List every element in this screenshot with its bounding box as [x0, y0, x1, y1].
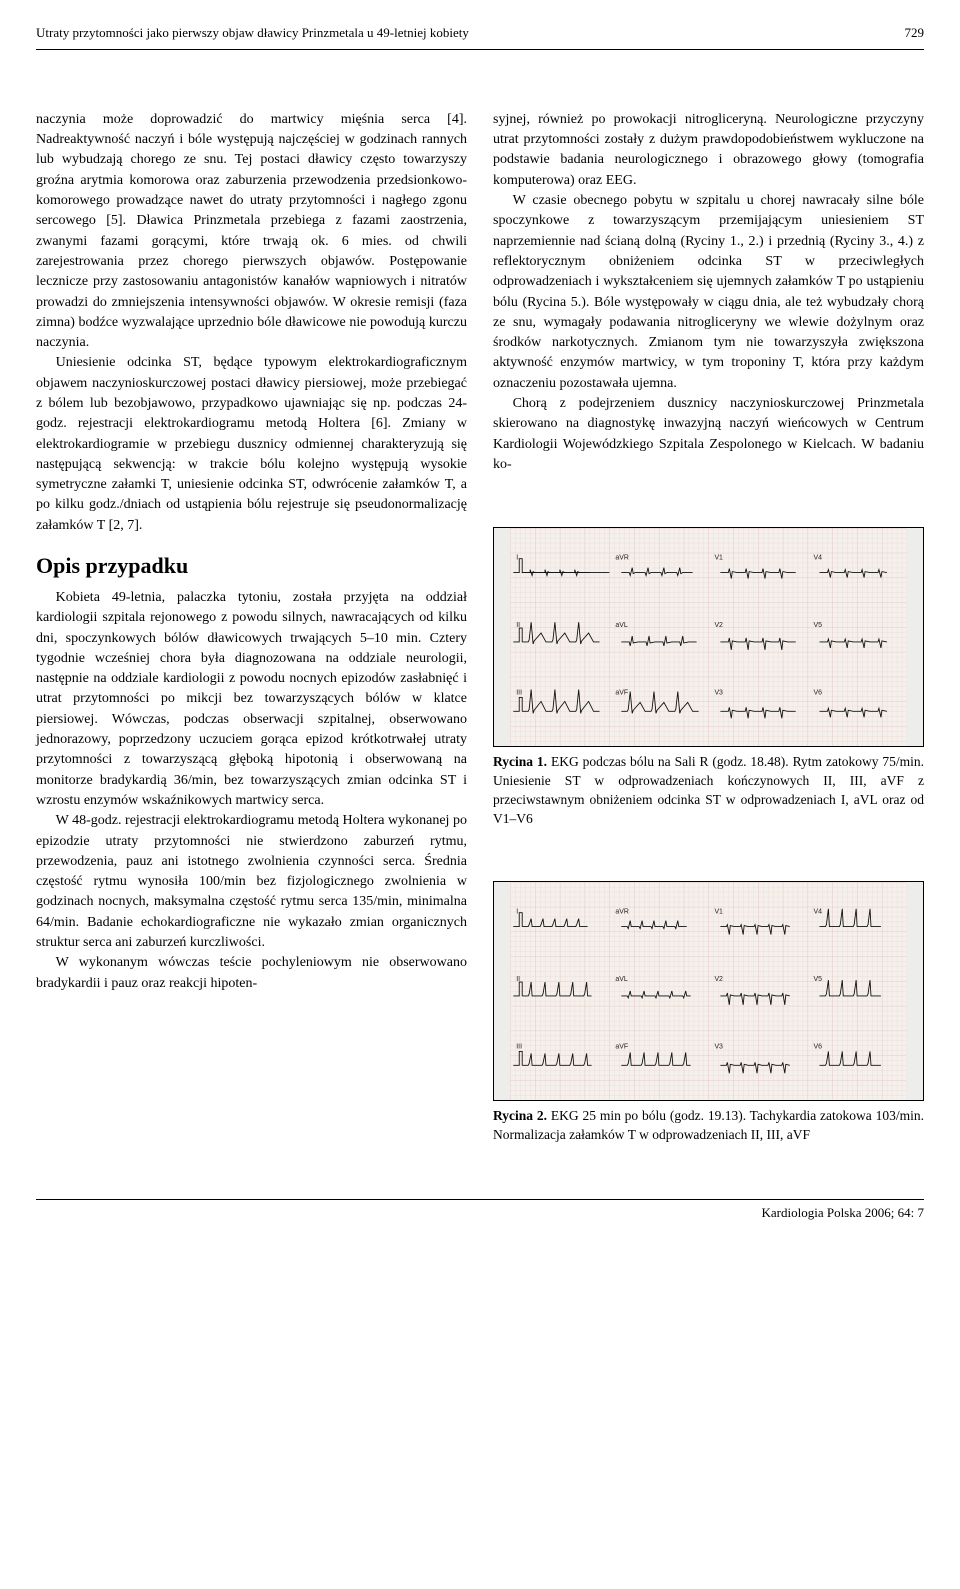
svg-text:V1: V1	[714, 908, 723, 915]
right-p3: Chorą z podejrzeniem dusznicy naczyniosk…	[493, 394, 924, 475]
svg-text:III: III	[516, 1043, 522, 1050]
svg-text:aVR: aVR	[615, 555, 628, 562]
svg-text:V6: V6	[814, 690, 823, 697]
running-header: Utraty przytomności jako pierwszy objaw …	[36, 24, 924, 43]
svg-text:V3: V3	[714, 1043, 723, 1050]
figure-2-caption-text: EKG 25 min po bólu (godz. 19.13). Tachyk…	[493, 1108, 924, 1142]
svg-text:aVL: aVL	[615, 976, 627, 983]
svg-text:III: III	[516, 690, 522, 697]
section-heading-opis: Opis przypadku	[36, 550, 467, 582]
svg-text:V5: V5	[814, 976, 823, 983]
svg-text:V2: V2	[714, 622, 723, 629]
svg-text:aVR: aVR	[615, 908, 628, 915]
svg-text:aVF: aVF	[615, 1043, 628, 1050]
svg-text:V6: V6	[814, 1043, 823, 1050]
svg-text:V4: V4	[814, 908, 823, 915]
right-p1: syjnej, również po prowokacji nitroglice…	[493, 110, 924, 191]
ecg-1-svg: I aVR V1 V4 II aVL V2 V5	[494, 528, 923, 746]
svg-text:V3: V3	[714, 690, 723, 697]
figure-2-label: Rycina 2.	[493, 1108, 547, 1123]
figure-2-caption: Rycina 2. EKG 25 min po bólu (godz. 19.1…	[493, 1107, 924, 1145]
header-title: Utraty przytomności jako pierwszy objaw …	[36, 24, 469, 43]
header-page-number: 729	[905, 24, 925, 43]
left-p4: W 48-godz. rejestracji elektrokardiogram…	[36, 811, 467, 953]
figure-1-label: Rycina 1.	[493, 754, 547, 769]
svg-text:V4: V4	[814, 555, 823, 562]
figure-1-caption: Rycina 1. EKG podczas bólu na Sali R (go…	[493, 753, 924, 829]
figure-1-image: I aVR V1 V4 II aVL V2 V5	[493, 527, 924, 747]
figure-2-image: I aVR V1 V4 II aVL V2 V5	[493, 881, 924, 1101]
left-p1: naczynia może doprowadzić do martwicy mi…	[36, 110, 467, 354]
header-rule	[36, 49, 924, 50]
content-columns: naczynia może doprowadzić do martwicy mi…	[36, 110, 924, 1165]
right-p2: W czasie obecnego pobytu w szpitalu u ch…	[493, 191, 924, 394]
left-p3: Kobieta 49-letnia, palaczka tytoniu, zos…	[36, 588, 467, 811]
footer-rule	[36, 1199, 924, 1200]
left-p2: Uniesienie odcinka ST, będące typowym el…	[36, 353, 467, 536]
left-p5: W wykonanym wówczas teście pochyleniowym…	[36, 953, 467, 994]
svg-text:V1: V1	[714, 555, 723, 562]
figure-2: I aVR V1 V4 II aVL V2 V5	[493, 881, 924, 1145]
svg-text:V5: V5	[814, 622, 823, 629]
svg-text:I: I	[516, 555, 518, 562]
svg-text:aVL: aVL	[615, 622, 627, 629]
left-column: naczynia może doprowadzić do martwicy mi…	[36, 110, 467, 1165]
ecg-2-svg: I aVR V1 V4 II aVL V2 V5	[494, 882, 923, 1100]
svg-text:I: I	[516, 908, 518, 915]
figure-1-caption-text: EKG podczas bólu na Sali R (godz. 18.48)…	[493, 754, 924, 826]
svg-text:aVF: aVF	[615, 690, 628, 697]
figure-1: I aVR V1 V4 II aVL V2 V5	[493, 527, 924, 829]
footer-journal: Kardiologia Polska 2006; 64: 7	[36, 1204, 924, 1223]
right-column: syjnej, również po prowokacji nitroglice…	[493, 110, 924, 1165]
svg-text:V2: V2	[714, 976, 723, 983]
